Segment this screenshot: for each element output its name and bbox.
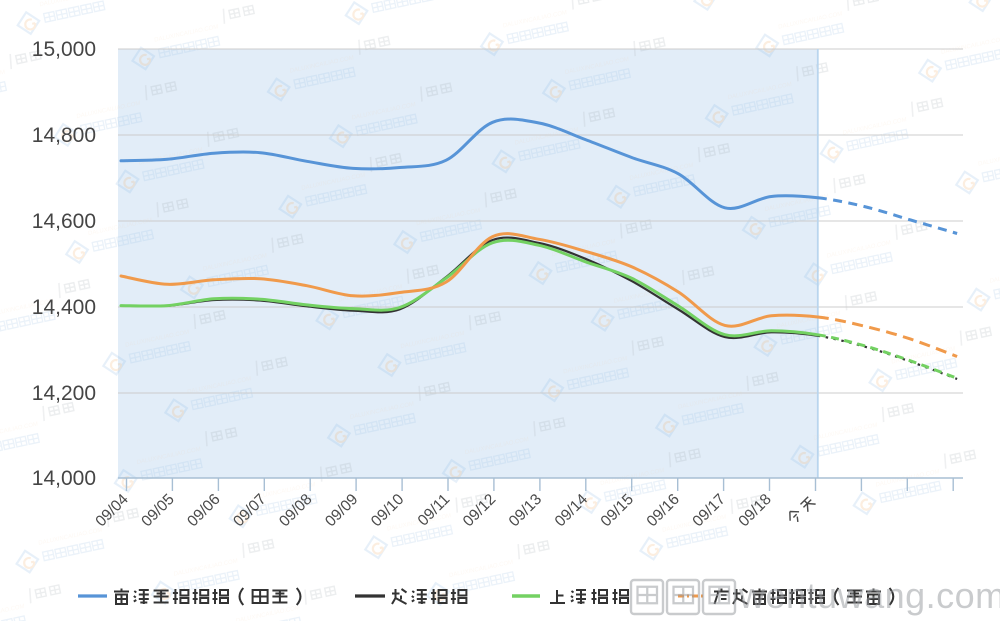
svg-text:wentuwang.com: wentuwang.com [738, 575, 1000, 616]
svg-text:14,800: 14,800 [32, 124, 96, 147]
svg-text:14,200: 14,200 [32, 382, 96, 405]
svg-text:15,000: 15,000 [32, 38, 96, 61]
svg-text:14,000: 14,000 [32, 467, 96, 490]
svg-text:14,600: 14,600 [32, 210, 96, 233]
svg-text:14,400: 14,400 [32, 296, 96, 319]
